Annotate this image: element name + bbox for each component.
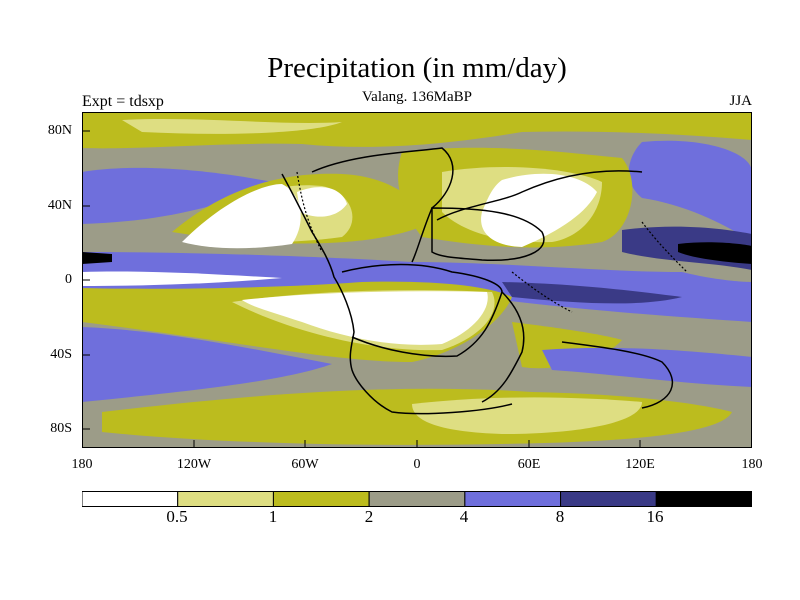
island-arcs xyxy=(296,171,688,313)
colorbar-box-3 xyxy=(368,491,466,507)
pacific-max xyxy=(82,252,112,264)
lat-label-40n: 40N xyxy=(47,198,72,213)
season-label: JJA xyxy=(729,93,752,109)
colorbar-box-0 xyxy=(82,491,179,507)
lat-label-80n: 80N xyxy=(47,123,72,138)
map-title: Precipitation (in mm/day) xyxy=(267,52,567,84)
colorbar-box-1 xyxy=(177,491,274,507)
experiment-label: Expt = tdsxp xyxy=(82,93,164,110)
lon-label-180w: 180 xyxy=(71,457,93,472)
desert-ne xyxy=(481,173,597,247)
coastline-tethys xyxy=(431,207,545,261)
equatorial-dry xyxy=(82,271,282,286)
colorbar-label-4: 4 xyxy=(459,507,469,526)
colorbar-label-8: 8 xyxy=(555,507,565,526)
map-ticks xyxy=(82,130,641,448)
map-subtitle: Valang. 136MaBP xyxy=(362,89,472,105)
precipitation-map xyxy=(82,112,752,448)
lat-label-eq: 0 xyxy=(65,272,72,287)
itcz-core xyxy=(502,282,682,304)
monsoon-max xyxy=(678,242,752,264)
lon-label-60e: 60E xyxy=(517,457,541,472)
lat-label-40s: 40S xyxy=(50,347,72,362)
lon-label-120w: 120W xyxy=(176,457,212,472)
sh-belt-west xyxy=(82,327,332,402)
arctic-patch xyxy=(122,119,342,134)
colorbar xyxy=(82,491,752,507)
colorbar-box-2 xyxy=(272,491,370,507)
lon-label-60w: 60W xyxy=(291,457,319,472)
antarctic-light xyxy=(412,397,642,434)
coastline-australia xyxy=(561,341,673,409)
colorbar-label-2: 2 xyxy=(364,507,374,526)
lon-label-0: 0 xyxy=(413,457,421,472)
colorbar-label-1: 1 xyxy=(268,507,278,526)
lat-label-80s: 80S xyxy=(50,421,72,436)
coastline-eurasia xyxy=(436,170,643,221)
desert-sh xyxy=(242,291,488,345)
sh-belt-east xyxy=(542,347,752,387)
colorbar-label-16: 16 xyxy=(646,507,664,526)
lon-label-180e: 180 xyxy=(741,457,763,472)
colorbar-box-6 xyxy=(655,491,752,507)
arc-east-asia xyxy=(641,221,688,273)
coastline-africa-east xyxy=(481,291,525,403)
coastline-north xyxy=(311,147,454,263)
coastlines xyxy=(281,147,673,415)
nh-belt-west xyxy=(82,167,272,224)
arc-cordillera xyxy=(296,171,323,253)
desert-nw2 xyxy=(297,187,347,217)
colorbar-label-0-5: 0.5 xyxy=(166,507,188,526)
desert-nw xyxy=(182,184,301,249)
nh-belt-east xyxy=(628,140,752,242)
coastline-americas xyxy=(281,173,513,415)
arctic-band xyxy=(82,112,752,149)
colorbar-box-5 xyxy=(560,491,657,507)
arc-tethys xyxy=(511,271,573,313)
colorbar-box-4 xyxy=(464,491,562,507)
lon-label-120e: 120E xyxy=(625,457,655,472)
